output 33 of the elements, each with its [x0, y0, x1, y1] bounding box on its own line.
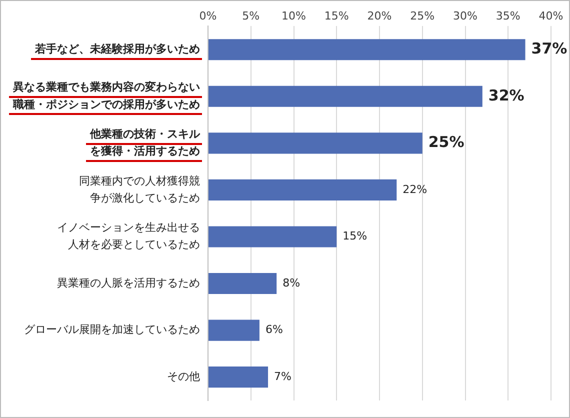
y-tick-label: 異業種の人脈を活用するため [57, 276, 200, 290]
data-label: 32% [488, 86, 524, 104]
data-label: 37% [531, 39, 568, 58]
bar [208, 39, 526, 60]
x-tick-label: 10% [282, 9, 306, 22]
y-tick-label: 若手など、未経験採用が多いため [34, 42, 200, 56]
x-tick-label: 5% [242, 9, 260, 22]
y-tick-label: 同業種内での人材獲得競争が激化しているため [79, 174, 200, 204]
bar [208, 366, 268, 388]
y-tick-label: その他 [167, 370, 200, 383]
data-label: 25% [428, 133, 464, 152]
data-label: 8% [282, 276, 300, 290]
data-label: 6% [265, 323, 283, 336]
y-tick-label: グローバル展開を加速しているため [24, 323, 200, 336]
x-tick-label: 35% [496, 9, 520, 22]
x-tick-label: 40% [538, 9, 564, 22]
y-tick-label: 他業種の技術・スキルを獲得・活用するため [89, 127, 201, 158]
data-label: 22% [402, 182, 428, 196]
y-tick-label: イノベーションを生み出せる人材を必要としているため [57, 221, 200, 252]
x-tick-label: 30% [453, 9, 478, 22]
bar [208, 86, 482, 107]
bar [208, 226, 337, 248]
data-label: 7% [274, 370, 292, 383]
x-tick-label: 15% [324, 9, 349, 22]
bar [208, 320, 260, 341]
data-label: 15% [342, 230, 368, 243]
y-tick-label: 異なる業種でも業務内容の変わらない職種・ポジションでの採用が多いため [12, 80, 200, 111]
x-tick-label: 25% [410, 9, 435, 22]
bar [208, 272, 277, 294]
bar [208, 179, 397, 200]
bar [208, 132, 422, 154]
x-tick-label: 0% [199, 9, 217, 22]
x-tick-label: 20% [367, 9, 392, 22]
